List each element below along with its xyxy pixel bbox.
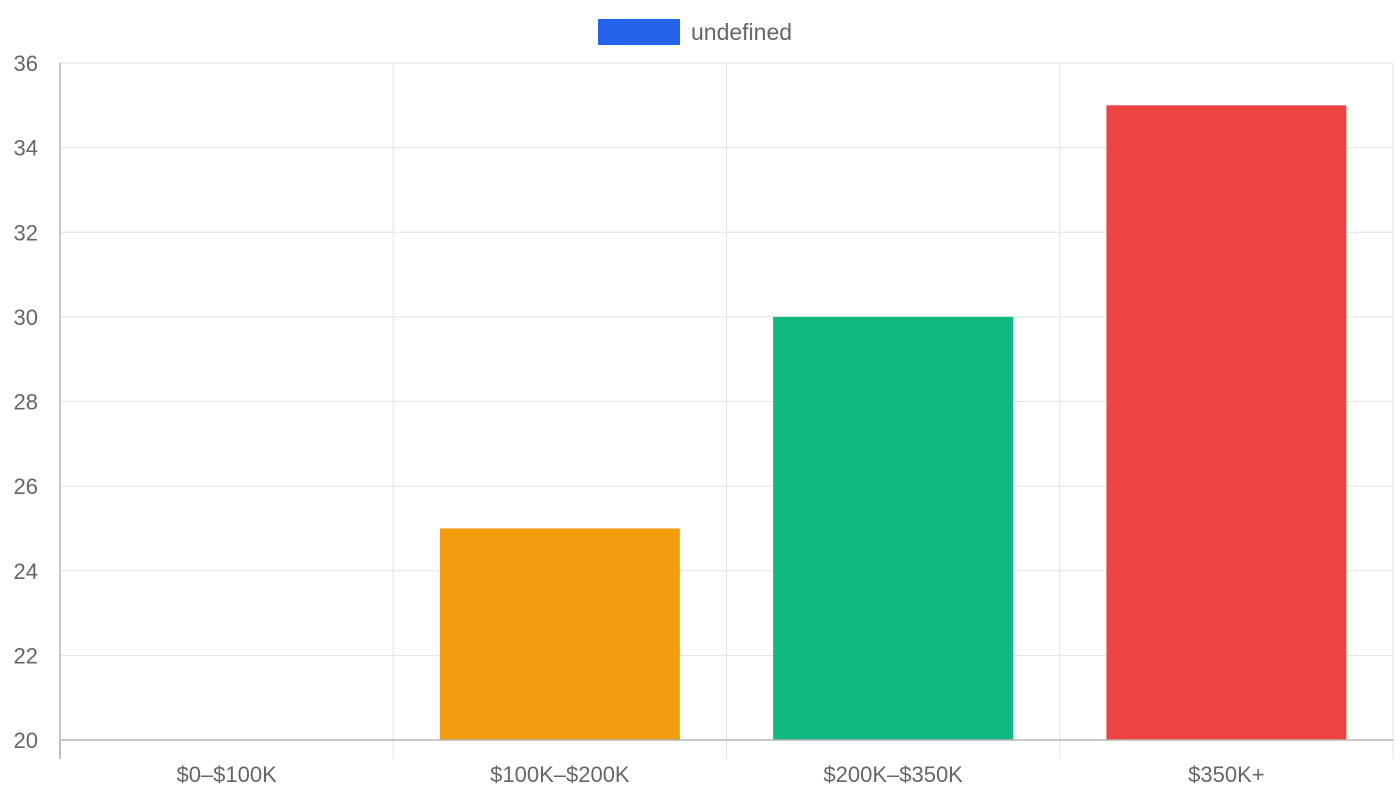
- x-tick-label: $0–$100K: [176, 762, 277, 787]
- legend-swatch[interactable]: [598, 19, 680, 45]
- bars-layer: [439, 105, 1347, 740]
- x-tick-label: $350K+: [1188, 762, 1264, 787]
- grid-layer: [60, 62, 1394, 759]
- x-tick-label: $200K–$350K: [823, 762, 963, 787]
- y-tick-label: 30: [14, 305, 38, 330]
- axis-layer: 20 22 24 26 28 30 32 34 36 $0–$100K $100K–$200K $20…: [14, 51, 1393, 787]
- bar-1: [439, 528, 680, 740]
- legend-label[interactable]: undefined: [691, 19, 792, 45]
- y-tick-label: 34: [14, 136, 38, 161]
- y-tick-label: 32: [14, 220, 38, 245]
- bar-2: [773, 316, 1014, 740]
- y-tick-label: 20: [14, 728, 38, 753]
- legend[interactable]: undefined: [598, 19, 792, 45]
- y-tick-label: 24: [14, 559, 38, 584]
- y-tick-label: 22: [14, 643, 38, 668]
- bar-3: [1106, 105, 1347, 740]
- y-tick-label: 28: [14, 390, 38, 415]
- y-tick-label: 26: [14, 474, 38, 499]
- y-tick-label: 36: [14, 51, 38, 76]
- x-tick-label: $100K–$200K: [490, 762, 630, 787]
